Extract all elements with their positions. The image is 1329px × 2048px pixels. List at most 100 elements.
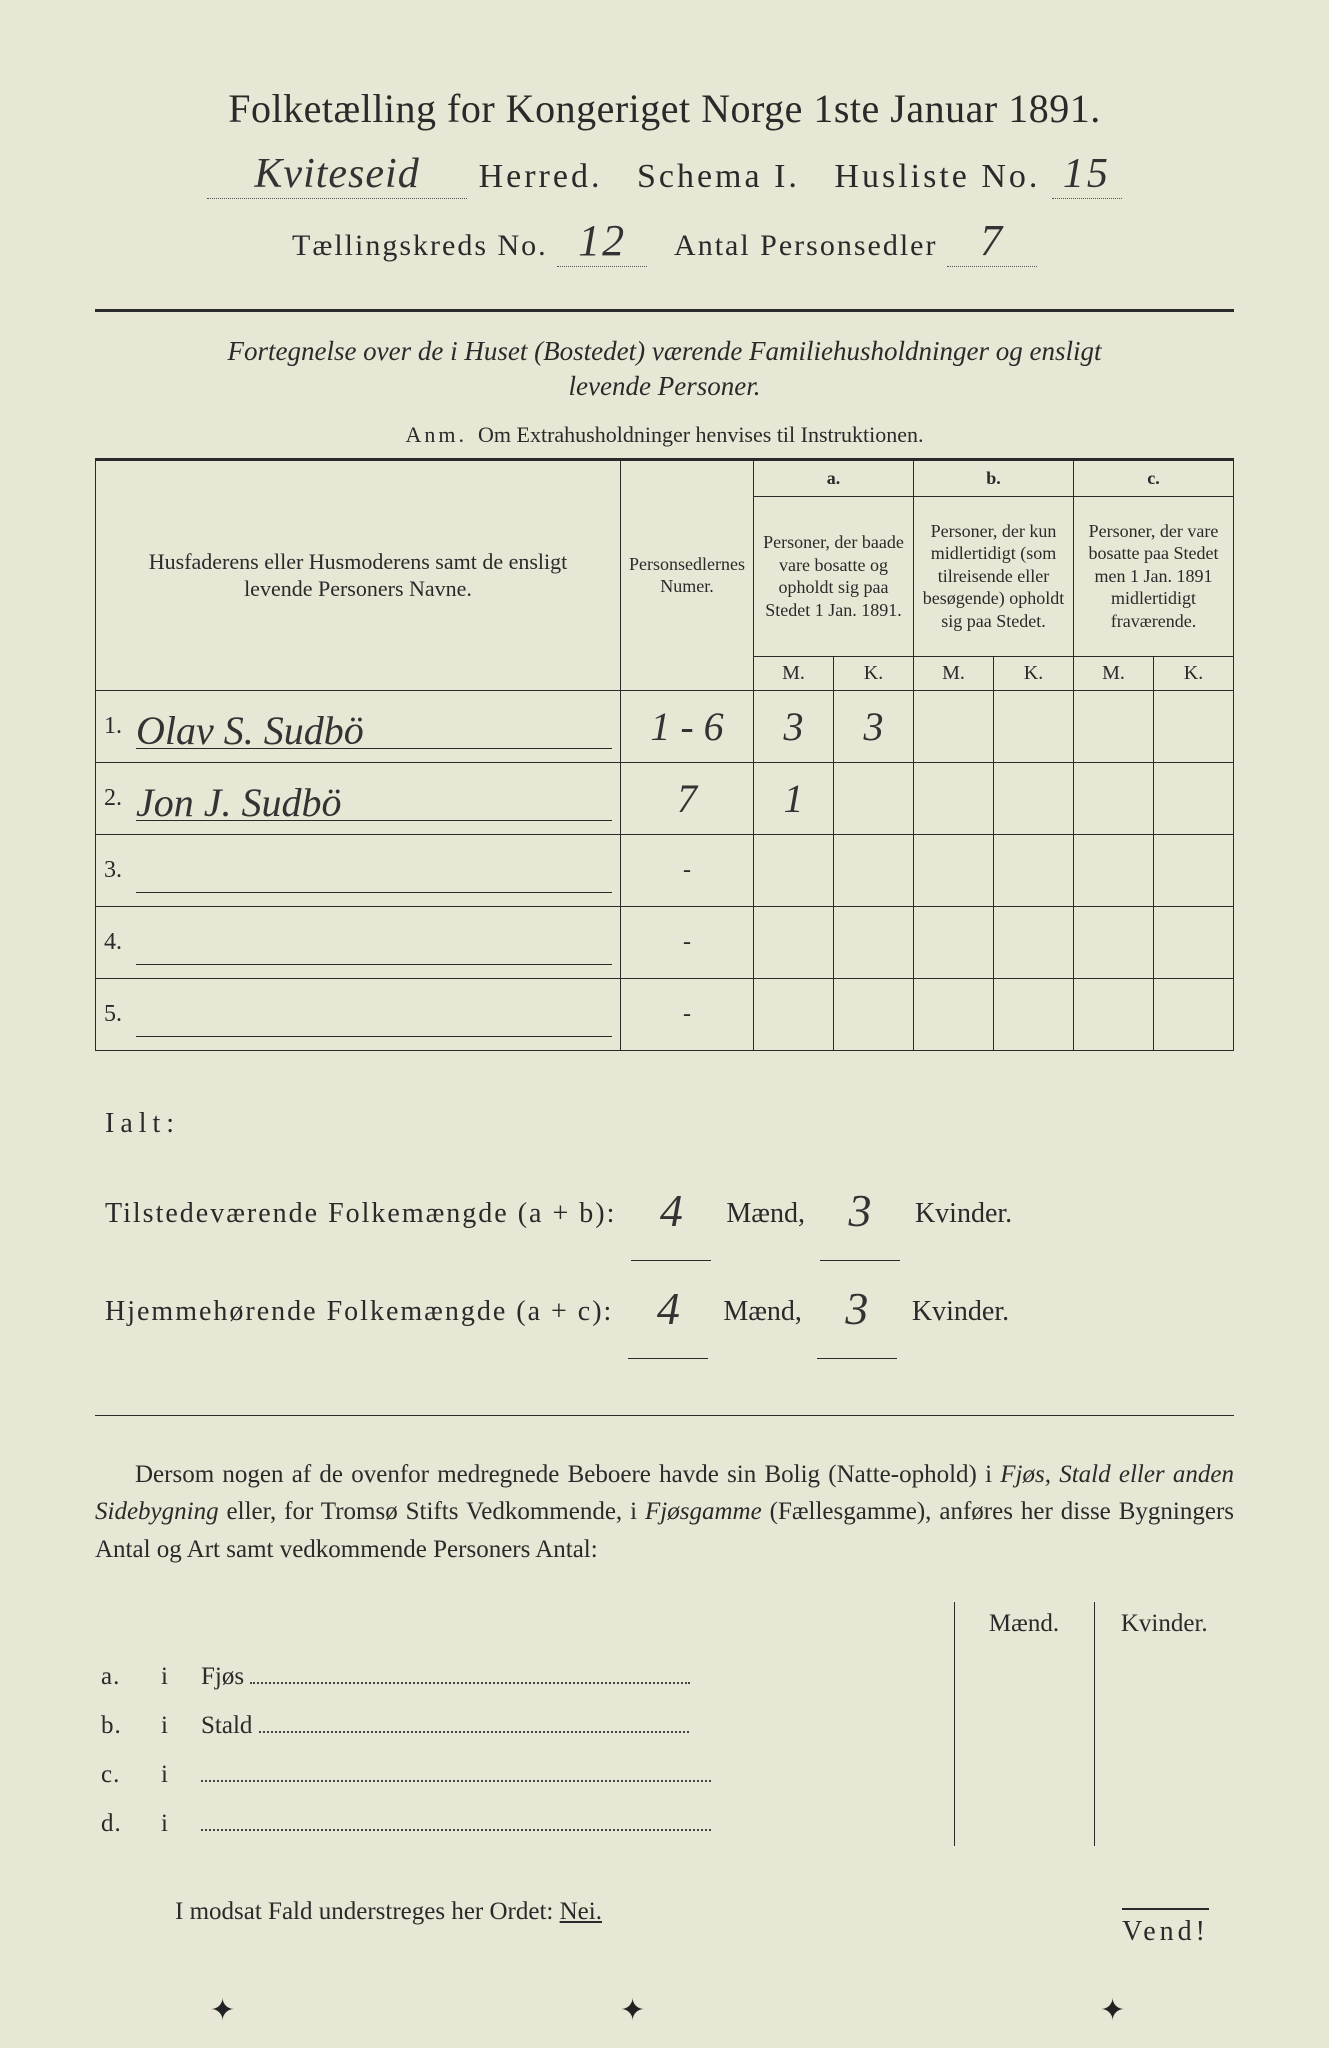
tear-mark-icon: ✦ — [620, 1993, 645, 2028]
row-a-m — [754, 978, 834, 1050]
bld-row-i: i — [155, 1699, 195, 1748]
bld-row-m — [954, 1650, 1094, 1699]
row-c-k — [1154, 834, 1234, 906]
tk-no-handwritten: 12 — [557, 215, 647, 267]
totals-ac-k-hw: 3 — [817, 1261, 897, 1359]
col-name-header: Husfaderens eller Husmoderens samt de en… — [96, 460, 621, 691]
col-a-header: Personer, der baade vare bosatte og opho… — [754, 496, 914, 656]
dotted-line — [201, 1805, 711, 1831]
bld-row-label: d. — [95, 1797, 155, 1846]
dotted-line — [250, 1658, 690, 1684]
para-text-1: Dersom nogen af de ovenfor medregnede Be… — [135, 1461, 1000, 1488]
row-num-hw: 1 - 6 — [621, 690, 754, 762]
herred-label: Herred. — [479, 158, 603, 195]
row-a-m — [754, 834, 834, 906]
totals-row-ac: Hjemmehørende Folkemængde (a + c): 4 Mæn… — [105, 1257, 1234, 1355]
building-block: Mænd. Kvinder. a. i Fjøs b. i Stald c. i… — [95, 1602, 1234, 1846]
row-b-k — [994, 834, 1074, 906]
herred-name-handwritten: Kviteseid — [207, 150, 467, 199]
row-name-hw: Jon J. Sudbö — [136, 775, 612, 821]
row-b-m — [914, 762, 994, 834]
bld-row-i: i — [155, 1650, 195, 1699]
table-row: 2. Jon J. Sudbö 7 1 — [96, 762, 1234, 834]
tear-mark-icon: ✦ — [1100, 1993, 1125, 2028]
row-b-m — [914, 906, 994, 978]
bld-row-k — [1094, 1797, 1234, 1846]
row-num-hw: - — [621, 906, 754, 978]
row-b-m — [914, 978, 994, 1050]
row-name-hw: Olav S. Sudbö — [136, 703, 612, 749]
household-table-body: 1. Olav S. Sudbö 1 - 6 3 3 2. Jon J. Sud… — [96, 690, 1234, 1050]
vend-label: Vend! — [1122, 1908, 1209, 1948]
col-b-header: Personer, der kun midlertidigt (som tilr… — [914, 496, 1074, 656]
anm-label: Anm. — [406, 422, 468, 447]
kvinder-label: Kvinder. — [915, 1198, 1012, 1229]
row-b-m — [914, 834, 994, 906]
col-c-m: M. — [1074, 656, 1154, 690]
bld-kvinder-header: Kvinder. — [1094, 1602, 1234, 1650]
col-a-k: K. — [834, 656, 914, 690]
row-a-m — [754, 906, 834, 978]
building-row: d. i — [95, 1797, 1234, 1846]
bld-row-k — [1094, 1699, 1234, 1748]
husliste-label: Husliste No. — [834, 158, 1040, 195]
row-number: 5. — [96, 978, 129, 1050]
kvinder-label: Kvinder. — [912, 1296, 1009, 1327]
ialt-label: Ialt: — [105, 1095, 1234, 1154]
row-number: 4. — [96, 906, 129, 978]
row-c-m — [1074, 834, 1154, 906]
bld-row-label: b. — [95, 1699, 155, 1748]
table-row: 5. - — [96, 978, 1234, 1050]
modsat-text: I modsat Fald understreges her Ordet: — [175, 1898, 560, 1925]
para-italic-2: Fjøsgamme — [645, 1498, 762, 1525]
row-b-k — [994, 690, 1074, 762]
col-c-letter: c. — [1074, 460, 1234, 497]
tear-mark-icon: ✦ — [210, 1993, 235, 2028]
col-b-m: M. — [914, 656, 994, 690]
row-a-k — [834, 834, 914, 906]
col-b-letter: b. — [914, 460, 1074, 497]
bld-row-k — [1094, 1748, 1234, 1797]
row-name-cell: Olav S. Sudbö — [128, 690, 621, 762]
totals-ac-label: Hjemmehørende Folkemængde (a + c): — [105, 1296, 613, 1327]
modsat-nei: Nei. — [560, 1898, 602, 1925]
row-name-cell — [128, 834, 621, 906]
husliste-no-handwritten: 15 — [1052, 150, 1122, 199]
col-c-header: Personer, der vare bosatte paa Stedet me… — [1074, 496, 1234, 656]
row-a-k: 3 — [834, 690, 914, 762]
divider-thin — [95, 1415, 1234, 1416]
row-b-k — [994, 906, 1074, 978]
anm-line: Anm. Om Extrahusholdninger henvises til … — [95, 422, 1234, 448]
totals-ab-k-hw: 3 — [820, 1163, 900, 1261]
totals-ab-m-hw: 4 — [631, 1163, 711, 1261]
bld-row-m — [954, 1748, 1094, 1797]
col-a-letter: a. — [754, 460, 914, 497]
building-paragraph: Dersom nogen af de ovenfor medregnede Be… — [95, 1456, 1234, 1569]
col-c-k: K. — [1154, 656, 1234, 690]
row-name-hw — [136, 847, 612, 893]
bld-row-label: a. — [95, 1650, 155, 1699]
row-a-k — [834, 906, 914, 978]
col-num-header: Personsedlernes Numer. — [621, 460, 754, 691]
row-name-cell — [128, 906, 621, 978]
row-name-hw — [136, 919, 612, 965]
ap-no-handwritten: 7 — [947, 215, 1037, 267]
row-b-k — [994, 978, 1074, 1050]
building-row: b. i Stald — [95, 1699, 1234, 1748]
row-name-cell — [128, 978, 621, 1050]
schema-label: Schema I. — [637, 158, 800, 195]
bld-row-label: c. — [95, 1748, 155, 1797]
household-table: Husfaderens eller Husmoderens samt de en… — [95, 458, 1234, 1051]
divider-thick — [95, 309, 1234, 312]
bld-maend-header: Mænd. — [954, 1602, 1094, 1650]
table-row: 3. - — [96, 834, 1234, 906]
subtitle-line2: levende Personer. — [569, 371, 761, 401]
row-number: 3. — [96, 834, 129, 906]
col-a-m: M. — [754, 656, 834, 690]
row-c-k — [1154, 906, 1234, 978]
row-c-k — [1154, 690, 1234, 762]
para-text-2: eller, for Tromsø Stifts Vedkommende, i — [219, 1498, 645, 1525]
subtitle-line1: Fortegnelse over de i Huset (Bostedet) v… — [227, 336, 1101, 366]
tk-label: Tællingskreds No. — [292, 229, 548, 262]
building-table: Mænd. Kvinder. a. i Fjøs b. i Stald c. i… — [95, 1602, 1234, 1846]
